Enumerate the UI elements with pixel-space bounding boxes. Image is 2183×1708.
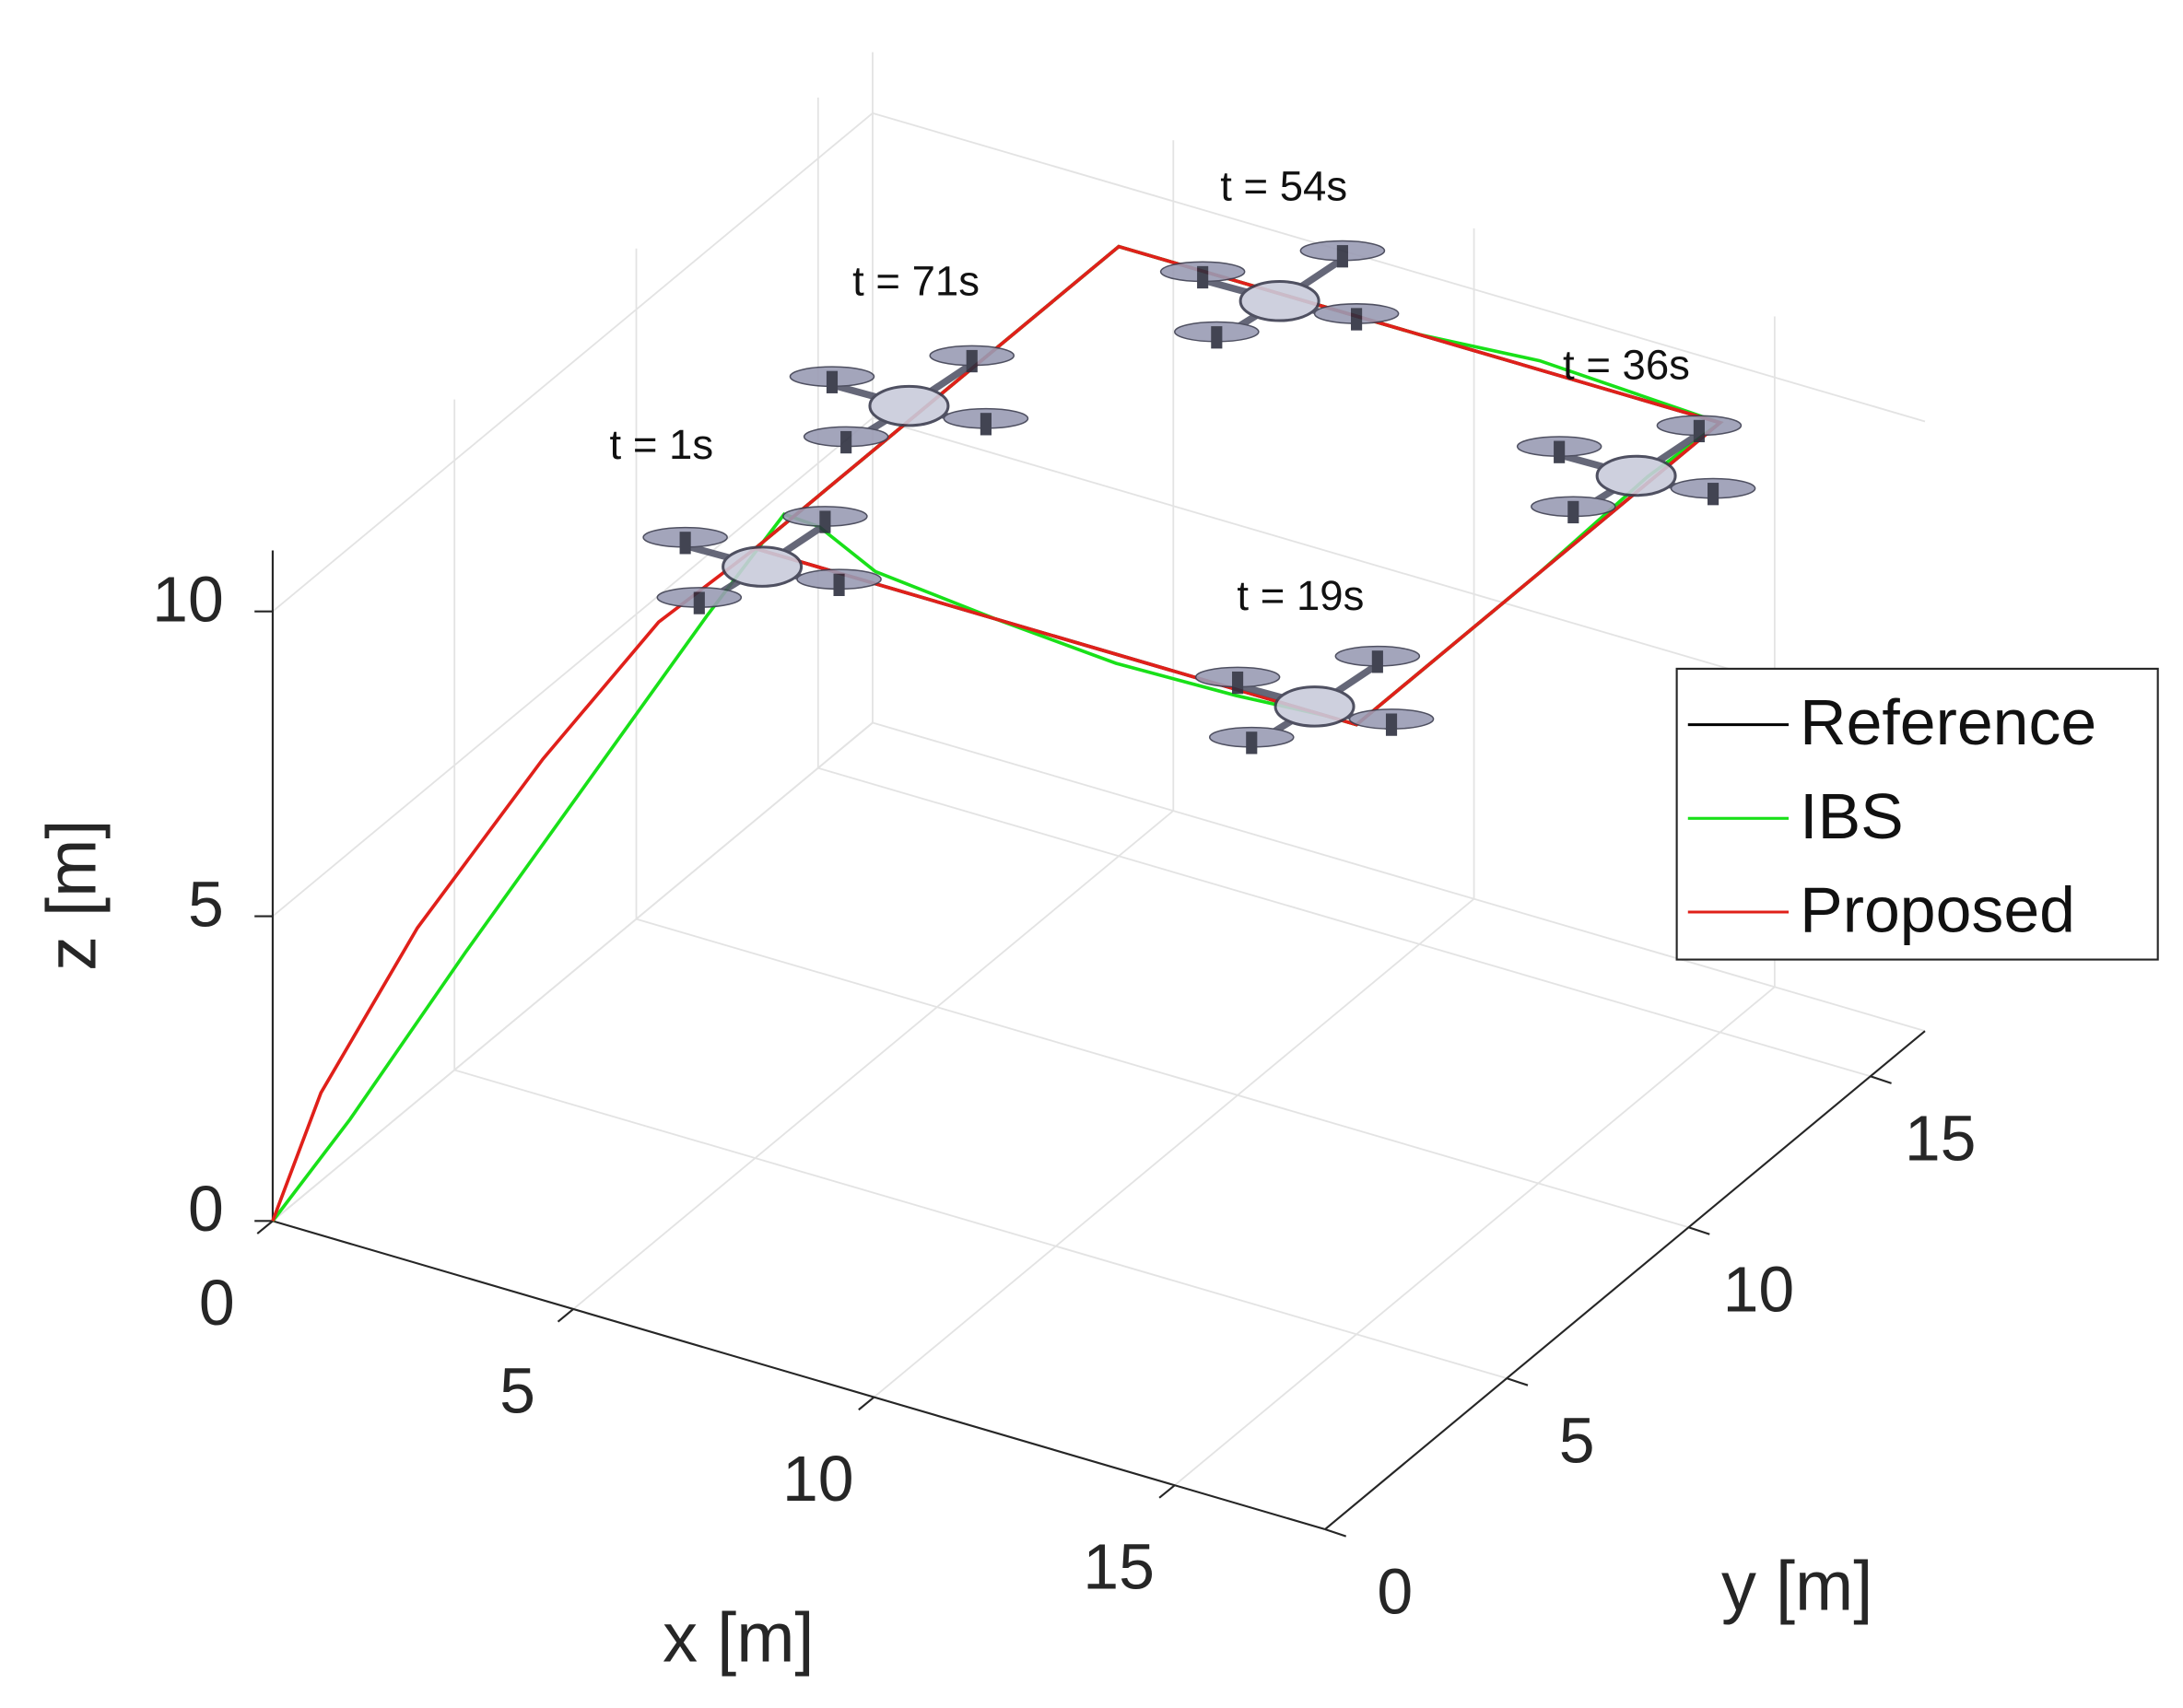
- y-tick: [1688, 1226, 1710, 1235]
- axes: 0 5 10 15 0 5 10 15 0 5 10: [152, 550, 1977, 1627]
- annotation: t = 1s: [610, 421, 714, 468]
- grid-line: [272, 721, 874, 1223]
- drone-motor: [833, 573, 845, 596]
- drone-motor: [826, 370, 839, 393]
- drone-motor: [693, 591, 705, 614]
- x-axis: [272, 1220, 1326, 1531]
- grid-line: [873, 898, 1475, 1398]
- drone-motor: [966, 349, 978, 373]
- x-tick-label: 5: [499, 1355, 535, 1427]
- x-tick-label: 15: [1083, 1531, 1155, 1603]
- y-tick-label: 10: [1723, 1253, 1795, 1325]
- x-axis-label: x [m]: [663, 1599, 814, 1678]
- x-tick-label: 0: [199, 1267, 235, 1339]
- series-line: [271, 244, 1724, 1223]
- x-tick: [557, 1308, 574, 1323]
- grid-line: [817, 766, 1872, 1078]
- annotation: t = 54s: [1220, 162, 1347, 209]
- z-tick-label: 10: [152, 564, 224, 636]
- x-tick: [858, 1396, 875, 1411]
- z-axis-label: z [m]: [33, 820, 111, 971]
- y-axis-label: y [m]: [1721, 1548, 1872, 1626]
- y-tick-label: 15: [1905, 1103, 1977, 1175]
- drone-motor: [1351, 308, 1363, 331]
- grid-line: [872, 111, 1926, 423]
- y-tick-label: 0: [1377, 1555, 1413, 1627]
- legend-label: Reference: [1800, 686, 2096, 758]
- drone-motor: [679, 532, 691, 555]
- y-tick: [1870, 1075, 1892, 1084]
- grid-line: [272, 112, 874, 613]
- drone-motor: [980, 413, 992, 436]
- drone-body: [868, 384, 950, 427]
- y-tick-label: 5: [1559, 1404, 1595, 1476]
- z-tick-label: 0: [188, 1173, 224, 1245]
- grid-line: [453, 1069, 1508, 1379]
- drone-body: [1238, 280, 1320, 322]
- lines: [271, 244, 1724, 1223]
- x-tick: [256, 1220, 274, 1234]
- drone-motor: [1246, 731, 1258, 755]
- annotation: t = 36s: [1563, 342, 1690, 389]
- legend-label: IBS: [1800, 780, 1904, 852]
- annotation: t = 71s: [852, 258, 980, 305]
- drone-motor: [1197, 265, 1209, 289]
- drone-motor: [1232, 671, 1244, 695]
- z-tick-label: 5: [188, 868, 224, 940]
- y-tick: [1324, 1528, 1347, 1538]
- grid-line: [636, 918, 1689, 1229]
- drone-motor: [1336, 245, 1348, 268]
- drone-motor: [1693, 419, 1705, 443]
- drone-body: [722, 545, 804, 588]
- drone: [1159, 240, 1400, 349]
- drone-motor: [819, 510, 831, 533]
- drone-motor: [1554, 440, 1566, 463]
- annotation: t = 19s: [1237, 572, 1364, 619]
- x-tick-label: 10: [782, 1443, 854, 1515]
- series-line: [271, 244, 1724, 1223]
- legend-label: Proposed: [1800, 873, 2075, 945]
- legend: Reference IBS Proposed: [1675, 667, 2159, 961]
- drone-motor: [840, 430, 852, 454]
- grid-line: [272, 416, 874, 918]
- drone-body: [1273, 685, 1356, 728]
- drone: [789, 345, 1029, 454]
- drones: t = 1s t = 71s t = 54s t = 36s t = 19s: [610, 162, 1756, 755]
- grid-line: [572, 810, 1174, 1310]
- y-tick: [1506, 1377, 1529, 1386]
- drone: [642, 506, 882, 614]
- drone-motor: [1708, 483, 1719, 506]
- drone-motor: [1371, 650, 1383, 673]
- grid-line: [872, 721, 1926, 1033]
- x-tick: [1158, 1484, 1176, 1499]
- drone-body: [1595, 454, 1677, 497]
- grid: [272, 52, 1926, 1530]
- drone: [1194, 645, 1435, 755]
- grid-line: [1174, 986, 1776, 1486]
- drone-motor: [1385, 713, 1398, 736]
- drone-motor: [1567, 500, 1579, 524]
- drone: [1516, 415, 1756, 524]
- drone-motor: [1211, 326, 1223, 349]
- y-axis: [1324, 1030, 1926, 1530]
